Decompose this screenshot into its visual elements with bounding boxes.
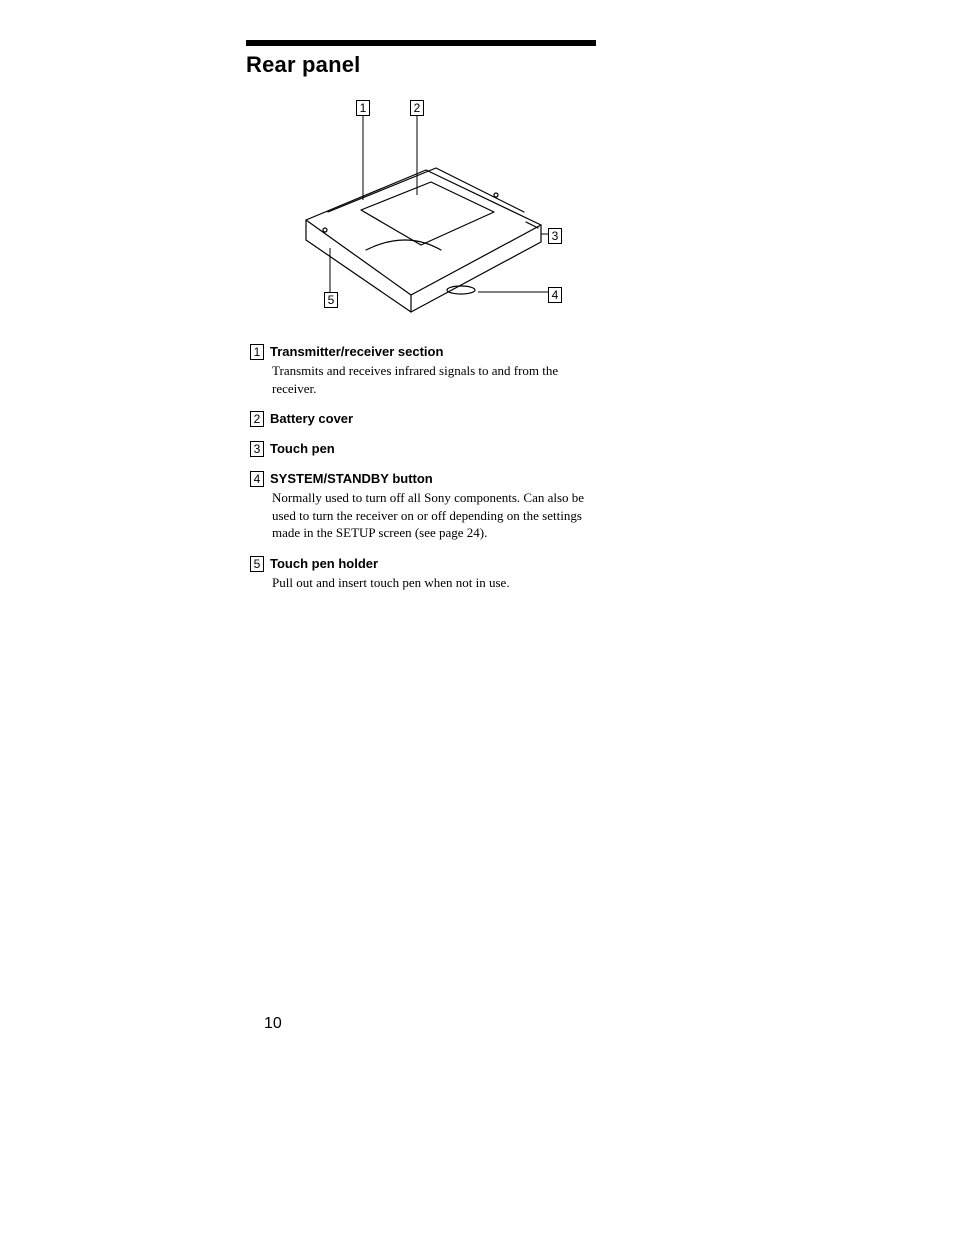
item-title: Battery cover bbox=[270, 411, 353, 426]
item-number: 5 bbox=[250, 556, 264, 572]
item-desc: Pull out and insert touch pen when not i… bbox=[272, 574, 590, 592]
callout-5: 5 bbox=[324, 292, 338, 308]
callout-1: 1 bbox=[356, 100, 370, 116]
callout-3: 3 bbox=[548, 228, 562, 244]
item-1: 1 Transmitter/receiver section Transmits… bbox=[250, 344, 590, 397]
item-number: 2 bbox=[250, 411, 264, 427]
item-title: SYSTEM/STANDBY button bbox=[270, 471, 433, 486]
page-number: 10 bbox=[264, 1015, 282, 1033]
item-head: 2 Battery cover bbox=[250, 411, 590, 427]
item-title: Touch pen bbox=[270, 441, 335, 456]
callout-4: 4 bbox=[548, 287, 562, 303]
item-head: 4 SYSTEM/STANDBY button bbox=[250, 471, 590, 487]
section-rule bbox=[246, 40, 596, 46]
item-4: 4 SYSTEM/STANDBY button Normally used to… bbox=[250, 471, 590, 542]
item-title: Touch pen holder bbox=[270, 556, 378, 571]
item-title: Transmitter/receiver section bbox=[270, 344, 443, 359]
section-title: Rear panel bbox=[246, 52, 866, 78]
item-5: 5 Touch pen holder Pull out and insert t… bbox=[250, 556, 590, 592]
rear-panel-diagram: 1 2 3 4 5 bbox=[266, 100, 586, 320]
item-desc: Normally used to turn off all Sony compo… bbox=[272, 489, 590, 542]
item-list: 1 Transmitter/receiver section Transmits… bbox=[250, 344, 866, 591]
item-number: 4 bbox=[250, 471, 264, 487]
item-head: 1 Transmitter/receiver section bbox=[250, 344, 590, 360]
item-2: 2 Battery cover bbox=[250, 411, 590, 427]
item-3: 3 Touch pen bbox=[250, 441, 590, 457]
diagram-svg bbox=[266, 100, 586, 320]
item-desc: Transmits and receives infrared signals … bbox=[272, 362, 590, 397]
callout-2: 2 bbox=[410, 100, 424, 116]
item-head: 3 Touch pen bbox=[250, 441, 590, 457]
item-head: 5 Touch pen holder bbox=[250, 556, 590, 572]
item-number: 1 bbox=[250, 344, 264, 360]
page: Rear panel bbox=[0, 0, 954, 1233]
item-number: 3 bbox=[250, 441, 264, 457]
